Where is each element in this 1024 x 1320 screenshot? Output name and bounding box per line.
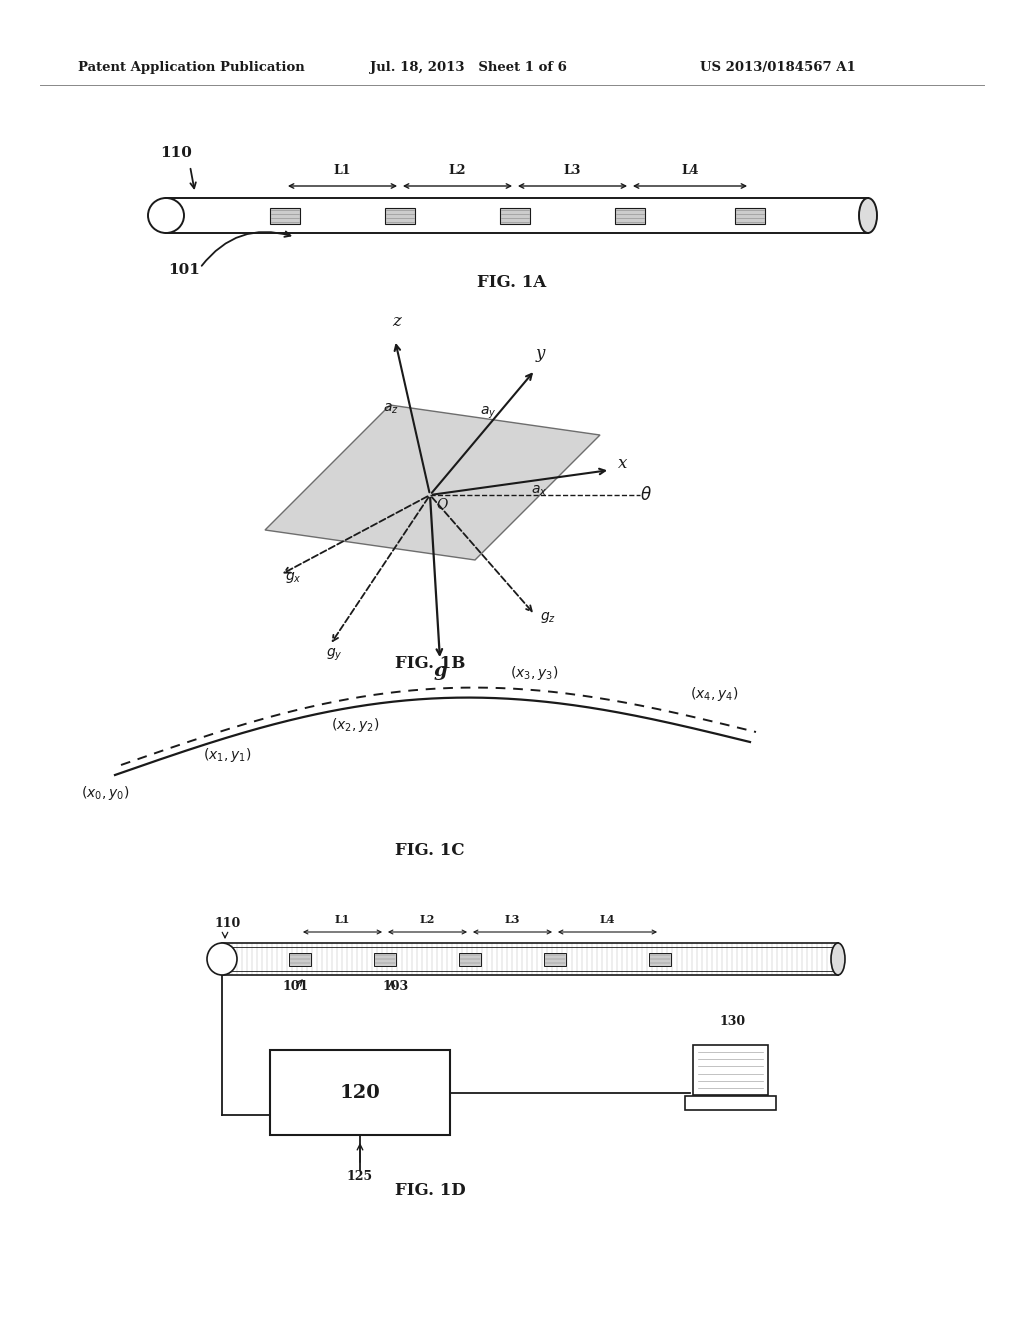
Bar <box>685 1096 776 1110</box>
Text: L2: L2 <box>449 164 466 177</box>
Text: $g_x$: $g_x$ <box>285 570 302 585</box>
Text: L4: L4 <box>600 913 615 925</box>
Bar <box>544 953 566 966</box>
Text: $\theta$: $\theta$ <box>640 486 652 504</box>
Text: 101: 101 <box>282 979 308 993</box>
Text: 120: 120 <box>340 1084 380 1101</box>
Ellipse shape <box>148 198 184 234</box>
Text: $(x_2,y_2)$: $(x_2,y_2)$ <box>331 715 379 734</box>
Text: L3: L3 <box>505 913 520 925</box>
Text: FIG. 1A: FIG. 1A <box>477 275 547 290</box>
Text: $(x_3,y_3)$: $(x_3,y_3)$ <box>510 664 558 682</box>
Bar <box>289 953 311 966</box>
Bar <box>270 207 300 223</box>
Text: $a_z$: $a_z$ <box>383 401 398 416</box>
Bar <box>693 1045 768 1096</box>
Text: 125: 125 <box>347 1170 373 1183</box>
Text: y: y <box>536 345 545 362</box>
Text: $(x_4,y_4)$: $(x_4,y_4)$ <box>690 685 738 702</box>
Bar <box>500 207 530 223</box>
Text: L2: L2 <box>420 913 435 925</box>
Text: 130: 130 <box>720 1015 746 1028</box>
Text: g: g <box>433 663 446 680</box>
Bar <box>615 207 645 223</box>
Bar <box>459 953 481 966</box>
Bar <box>735 207 765 223</box>
Text: US 2013/0184567 A1: US 2013/0184567 A1 <box>700 62 856 74</box>
Bar <box>649 953 671 966</box>
Ellipse shape <box>207 942 237 975</box>
Text: $a_x$: $a_x$ <box>531 483 548 498</box>
Text: $(x_1,y_1)$: $(x_1,y_1)$ <box>204 746 252 764</box>
Bar <box>270 1049 450 1135</box>
Text: L4: L4 <box>681 164 698 177</box>
Text: 110: 110 <box>160 147 191 160</box>
Bar <box>385 207 415 223</box>
Polygon shape <box>265 405 600 560</box>
Text: 110: 110 <box>215 917 242 931</box>
Ellipse shape <box>831 942 845 975</box>
Text: FIG. 1B: FIG. 1B <box>395 655 465 672</box>
Text: O: O <box>436 498 447 512</box>
Text: FIG. 1D: FIG. 1D <box>394 1181 465 1199</box>
Text: $g_y$: $g_y$ <box>326 647 343 664</box>
Text: $g_z$: $g_z$ <box>540 610 556 624</box>
Text: FIG. 1C: FIG. 1C <box>395 842 465 859</box>
Text: 103: 103 <box>382 979 409 993</box>
Text: x: x <box>618 455 628 473</box>
Text: z: z <box>392 313 401 330</box>
Text: Patent Application Publication: Patent Application Publication <box>78 62 305 74</box>
Text: 101: 101 <box>168 263 200 277</box>
Text: $(x_0,y_0)$: $(x_0,y_0)$ <box>81 784 129 803</box>
Text: $a_y$: $a_y$ <box>480 404 496 421</box>
Ellipse shape <box>859 198 877 234</box>
Text: L3: L3 <box>564 164 582 177</box>
Text: L1: L1 <box>335 913 350 925</box>
Text: L1: L1 <box>334 164 351 177</box>
Bar <box>374 953 396 966</box>
Text: Jul. 18, 2013   Sheet 1 of 6: Jul. 18, 2013 Sheet 1 of 6 <box>370 62 567 74</box>
